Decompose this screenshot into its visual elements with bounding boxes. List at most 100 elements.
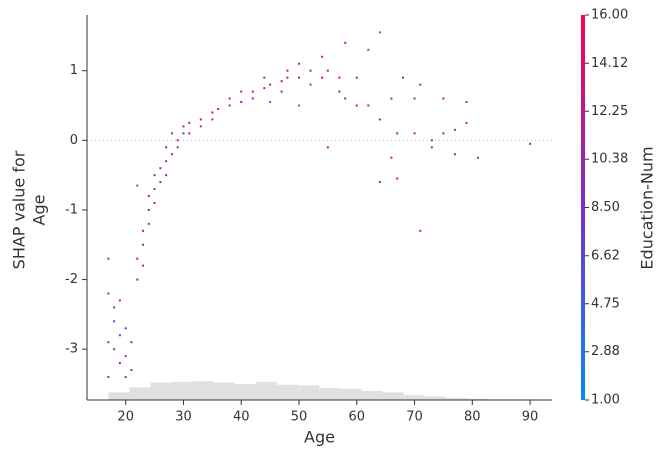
x-tick-label: 70 (406, 410, 423, 425)
histogram-bar (255, 381, 278, 400)
histogram-bar (403, 395, 425, 400)
colorbar-tick-label: 14.12 (591, 56, 628, 71)
point (269, 83, 272, 86)
point (176, 146, 179, 149)
colorbar-tick-label: 10.38 (591, 152, 628, 167)
point (188, 132, 191, 135)
point (136, 184, 139, 187)
point (124, 376, 127, 379)
point (153, 174, 156, 177)
x-axis-label: Age (304, 428, 335, 447)
y-tick-label: 1 (70, 63, 78, 78)
point (344, 97, 347, 100)
histogram-bar (340, 388, 362, 400)
point (413, 132, 416, 135)
histogram-bar (277, 384, 299, 400)
point (477, 156, 480, 159)
point (309, 69, 312, 72)
point (453, 128, 456, 131)
point (142, 229, 145, 232)
point (165, 174, 168, 177)
point (118, 334, 121, 337)
point (297, 104, 300, 107)
y-tick-label: 0 (70, 133, 78, 148)
point (326, 146, 329, 149)
histogram-bar (171, 381, 193, 400)
point (170, 132, 173, 135)
point (199, 118, 202, 121)
histogram-bar (445, 397, 467, 400)
x-tick-label: 50 (291, 410, 308, 425)
point (182, 125, 185, 128)
point (367, 48, 370, 51)
point (378, 31, 381, 34)
colorbar-tick-label: 8.50 (591, 200, 620, 215)
point (529, 142, 532, 145)
histogram-bar (234, 383, 256, 400)
point (309, 83, 312, 86)
point (153, 201, 156, 204)
point (355, 76, 358, 79)
histogram-bar (298, 385, 320, 400)
point (263, 87, 266, 90)
point (297, 76, 300, 79)
point (390, 97, 393, 100)
point (297, 62, 300, 65)
point (228, 97, 231, 100)
point (453, 153, 456, 156)
point (442, 132, 445, 135)
point (240, 101, 243, 104)
point (280, 90, 283, 93)
point (465, 121, 468, 124)
colorbar-tick-label: 6.62 (591, 248, 620, 263)
point (211, 111, 214, 114)
histogram-bar (361, 390, 383, 400)
histogram-bar (129, 387, 151, 400)
point (355, 104, 358, 107)
point (321, 76, 324, 79)
point (401, 76, 404, 79)
point (321, 55, 324, 58)
y-tick-label: -3 (65, 342, 78, 357)
point (419, 83, 422, 86)
point (286, 69, 289, 72)
point (465, 101, 468, 104)
point (118, 299, 121, 302)
y-axis-label: SHAP value for (10, 150, 29, 269)
point (118, 362, 121, 365)
x-tick-label: 90 (522, 410, 539, 425)
histogram-bar (466, 398, 488, 400)
histogram-bar (213, 382, 235, 400)
point (107, 341, 110, 344)
point (390, 156, 393, 159)
point (107, 257, 110, 260)
point (211, 118, 214, 121)
point (367, 104, 370, 107)
x-tick-label: 30 (175, 410, 192, 425)
point (263, 76, 266, 79)
point (113, 348, 116, 351)
point (217, 107, 220, 110)
histogram-bar (108, 392, 130, 400)
point (113, 306, 116, 309)
point (378, 118, 381, 121)
point (124, 355, 127, 358)
point (338, 90, 341, 93)
point (142, 243, 145, 246)
histogram-bar (150, 382, 172, 400)
y-axis-label: Age (30, 195, 49, 226)
colorbar-tick-label: 16.00 (591, 8, 628, 23)
point (442, 97, 445, 100)
colorbar (581, 15, 585, 400)
point (147, 222, 150, 225)
point (136, 257, 139, 260)
point (326, 69, 329, 72)
point (165, 160, 168, 163)
colorbar-tick-label: 4.75 (591, 296, 620, 311)
point (199, 125, 202, 128)
x-tick-label: 60 (348, 410, 365, 425)
point (378, 181, 381, 184)
point (159, 167, 162, 170)
point (113, 320, 116, 323)
